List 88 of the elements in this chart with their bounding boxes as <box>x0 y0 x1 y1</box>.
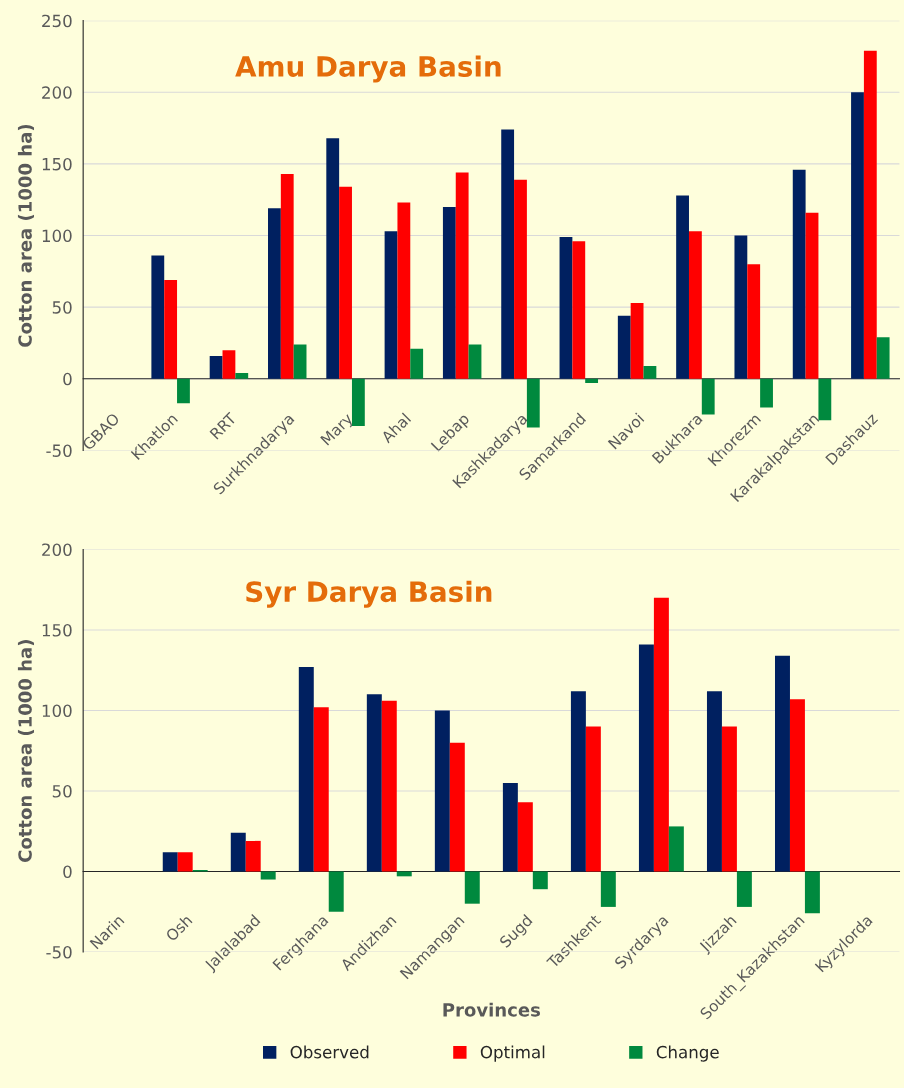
bar <box>381 700 397 872</box>
bar <box>230 832 246 872</box>
bar <box>747 264 761 379</box>
bar <box>397 202 411 379</box>
bar <box>706 691 722 872</box>
bar <box>260 871 276 880</box>
bar <box>384 231 398 379</box>
bar <box>630 302 644 379</box>
y-tick-label: 250 <box>42 14 72 28</box>
bar <box>396 871 412 877</box>
bar <box>760 378 773 408</box>
bar <box>774 655 790 872</box>
bar <box>617 315 631 379</box>
legend-label: Change <box>656 1045 719 1062</box>
x-axis-title: Provinces <box>443 1002 540 1017</box>
bar <box>676 195 689 379</box>
y-tick-label: 150 <box>42 157 72 171</box>
bar <box>863 50 877 379</box>
y-tick-label: -50 <box>46 444 72 457</box>
y-tick-label: 150 <box>42 623 72 637</box>
y-tick-label: 200 <box>42 86 72 99</box>
y-tick-label: 50 <box>52 301 72 314</box>
bar <box>805 212 819 379</box>
y-axis-title: Cotton area (1000 ha) <box>17 640 35 862</box>
y-tick-label: 100 <box>42 229 72 243</box>
legend-label: Optimal <box>480 1045 545 1062</box>
bar <box>653 597 669 872</box>
text: Syr Darya Basin <box>246 580 492 608</box>
bar <box>572 241 586 379</box>
bar <box>326 138 340 379</box>
bar <box>585 378 599 384</box>
bar <box>177 378 190 404</box>
bar <box>328 871 344 912</box>
bar <box>517 802 533 872</box>
y-tick-label: 50 <box>52 784 72 798</box>
bar <box>688 231 702 379</box>
bar <box>559 236 573 379</box>
bar <box>410 348 424 379</box>
bar <box>366 694 382 872</box>
bar <box>164 279 178 379</box>
bar <box>280 173 294 379</box>
y-tick-label: 100 <box>42 704 72 718</box>
bar <box>734 235 748 379</box>
bar <box>638 644 654 872</box>
y-tick-label: 0 <box>63 865 72 879</box>
bar <box>600 871 616 907</box>
bar <box>293 344 307 379</box>
bar <box>442 206 456 379</box>
bar <box>643 365 657 379</box>
bar <box>351 378 365 427</box>
bar <box>502 782 518 872</box>
bar <box>789 699 805 872</box>
bar <box>235 373 249 379</box>
legend-label: Observed <box>290 1045 369 1059</box>
bar <box>851 92 864 379</box>
bar <box>455 172 469 379</box>
bar <box>736 871 752 907</box>
x-tick-label: Osh <box>164 914 193 942</box>
bar <box>268 208 281 379</box>
y-tick-label: 0 <box>63 372 72 386</box>
bar <box>339 186 352 379</box>
bar <box>298 666 314 872</box>
bar <box>792 169 806 379</box>
bar <box>585 726 601 872</box>
bar <box>514 179 527 379</box>
bar <box>668 826 684 872</box>
bar <box>449 742 465 872</box>
bar <box>701 378 715 415</box>
bar <box>468 344 482 379</box>
bar <box>501 129 515 379</box>
bar <box>313 707 329 872</box>
y-tick-label: 200 <box>42 543 72 557</box>
bar <box>876 337 890 379</box>
bar <box>434 710 450 872</box>
text: Amu Darya Basin <box>235 55 501 83</box>
bar <box>209 355 223 379</box>
bar <box>721 726 737 872</box>
bar <box>464 871 480 904</box>
bar <box>222 350 236 379</box>
y-tick-label: -50 <box>46 945 72 959</box>
bar <box>804 871 820 914</box>
bar <box>532 871 548 890</box>
bar <box>151 255 165 379</box>
bar <box>570 691 586 872</box>
bar <box>245 840 261 872</box>
bar <box>177 852 193 872</box>
bar <box>162 852 178 872</box>
y-axis-title: Cotton area (1000 ha) <box>17 124 35 347</box>
